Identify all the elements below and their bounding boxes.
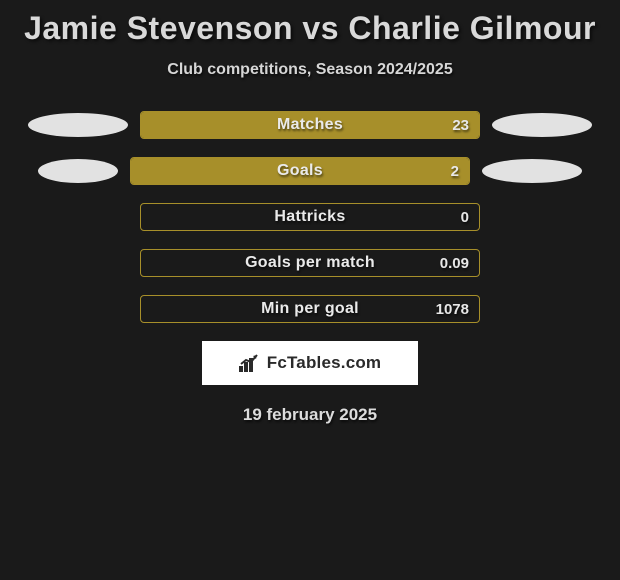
stats-container: Matches23 Goals2 Hattricks0 Goals per match… <box>0 111 620 323</box>
right-bubble <box>492 113 592 137</box>
date-text: 19 february 2025 <box>0 405 620 425</box>
left-spacer <box>28 297 128 321</box>
chart-icon <box>239 354 261 372</box>
stat-row: Min per goal1078 <box>0 295 620 323</box>
stat-bar: Matches23 <box>140 111 480 139</box>
stat-row: Goals2 <box>0 157 620 185</box>
brand-text: FcTables.com <box>267 353 382 373</box>
page-title: Jamie Stevenson vs Charlie Gilmour <box>0 0 620 47</box>
stat-label: Matches <box>141 112 479 138</box>
stat-label: Goals <box>131 158 469 184</box>
left-spacer <box>28 251 128 275</box>
stat-label: Min per goal <box>141 296 479 322</box>
stat-value: 0.09 <box>440 250 469 276</box>
brand-badge: FcTables.com <box>202 341 418 385</box>
stat-value: 2 <box>451 158 459 184</box>
subtitle: Club competitions, Season 2024/2025 <box>0 61 620 79</box>
stat-bar: Goals per match0.09 <box>140 249 480 277</box>
right-bubble <box>482 159 582 183</box>
stat-label: Hattricks <box>141 204 479 230</box>
stat-value: 0 <box>461 204 469 230</box>
stat-row: Goals per match0.09 <box>0 249 620 277</box>
left-bubble <box>28 113 128 137</box>
stat-bar: Goals2 <box>130 157 470 185</box>
left-bubble <box>38 159 118 183</box>
right-spacer <box>492 251 592 275</box>
stat-label: Goals per match <box>141 250 479 276</box>
stat-value: 1078 <box>436 296 469 322</box>
left-spacer <box>28 205 128 229</box>
stat-bar: Hattricks0 <box>140 203 480 231</box>
stat-value: 23 <box>452 112 469 138</box>
stat-row: Matches23 <box>0 111 620 139</box>
right-spacer <box>492 297 592 321</box>
stat-row: Hattricks0 <box>0 203 620 231</box>
stat-bar: Min per goal1078 <box>140 295 480 323</box>
right-spacer <box>492 205 592 229</box>
